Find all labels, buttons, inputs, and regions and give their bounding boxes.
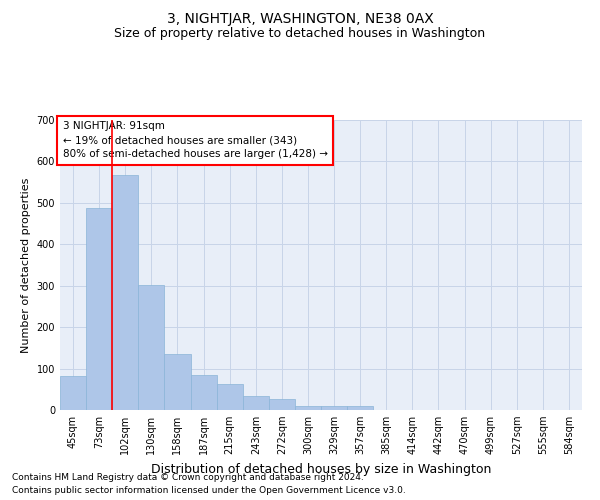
Bar [242,396,269,410]
Y-axis label: Number of detached properties: Number of detached properties [21,178,31,352]
Bar [295,406,321,410]
Bar [347,406,373,410]
Text: Size of property relative to detached houses in Washington: Size of property relative to detached ho… [115,28,485,40]
Bar [269,399,295,410]
X-axis label: Distribution of detached houses by size in Washington: Distribution of detached houses by size … [151,462,491,475]
Text: 3 NIGHTJAR: 91sqm
← 19% of detached houses are smaller (343)
80% of semi-detache: 3 NIGHTJAR: 91sqm ← 19% of detached hous… [62,122,328,160]
Bar [217,384,243,410]
Bar [60,376,86,410]
Bar [164,354,191,410]
Bar [86,208,112,410]
Bar [112,175,139,410]
Bar [321,406,347,410]
Bar [191,375,217,410]
Text: Contains public sector information licensed under the Open Government Licence v3: Contains public sector information licen… [12,486,406,495]
Bar [139,285,164,410]
Text: 3, NIGHTJAR, WASHINGTON, NE38 0AX: 3, NIGHTJAR, WASHINGTON, NE38 0AX [167,12,433,26]
Text: Contains HM Land Registry data © Crown copyright and database right 2024.: Contains HM Land Registry data © Crown c… [12,474,364,482]
